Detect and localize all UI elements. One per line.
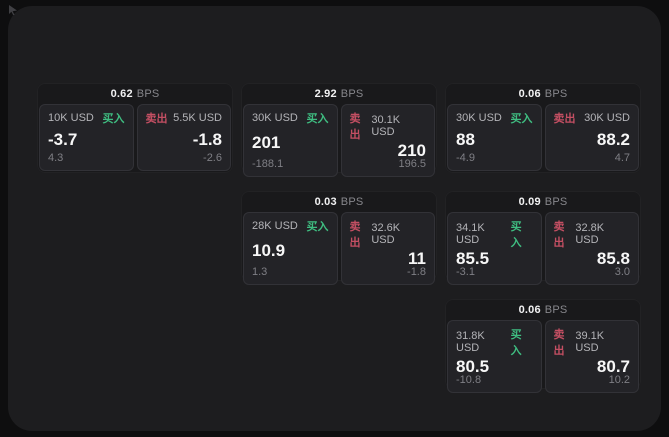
buy-side-panel[interactable]: 30K USD 买入 201 -188.1 (243, 104, 338, 177)
sell-sub-value: 4.7 (614, 152, 630, 164)
buy-label: 买入 (306, 113, 329, 125)
buy-label: 买入 (306, 221, 329, 233)
bps-value: 2.92 (314, 87, 337, 100)
bps-value: 0.62 (110, 87, 133, 100)
bps-header: 0.62 BPS (37, 83, 233, 104)
buy-sub-value: -188.1 (252, 158, 284, 170)
quote-card: 2.92 BPS 30K USD 买入 201 -188.1 卖出 30.1K … (241, 83, 437, 177)
buy-label: 买入 (510, 329, 522, 357)
buy-main-value: 88 (456, 130, 475, 149)
quote-card-body: 30K USD 买入 201 -188.1 卖出 30.1K USD 210 1… (241, 104, 437, 179)
bps-value: 0.06 (518, 87, 541, 100)
sell-side-panel[interactable]: 卖出 39.1K USD 80.7 10.2 (544, 320, 639, 393)
quote-card-body: 10K USD 买入 -3.7 4.3 卖出 5.5K USD -1.8 -2.… (37, 104, 233, 173)
buy-main-value: 85.5 (456, 249, 490, 268)
buy-sub-value: 1.3 (252, 266, 268, 278)
sell-label: 卖出 (553, 221, 565, 249)
sell-sub-value: 196.5 (398, 158, 426, 170)
sell-amount: 5.5K USD (173, 112, 222, 124)
sell-amount: 30K USD (584, 112, 630, 124)
buy-side-panel[interactable]: 28K USD 买入 10.9 1.3 (243, 212, 338, 285)
sell-sub-value: 10.2 (608, 374, 630, 386)
main-panel: 0.62 BPS 10K USD 买入 -3.7 4.3 卖出 5.5K USD… (8, 6, 661, 431)
sell-main-value: 80.7 (596, 357, 630, 376)
sell-side-panel[interactable]: 卖出 30.1K USD 210 196.5 (340, 104, 435, 177)
quote-card-body: 28K USD 买入 10.9 1.3 卖出 32.6K USD 11 -1.8 (241, 212, 437, 287)
buy-main-value: 10.9 (252, 241, 286, 260)
sell-side-panel[interactable]: 卖出 30K USD 88.2 4.7 (544, 104, 639, 171)
sell-main-value: 88.2 (596, 130, 630, 149)
quote-card: 0.06 BPS 30K USD 买入 88 -4.9 卖出 30K USD 8… (445, 83, 641, 173)
bps-header: 2.92 BPS (241, 83, 437, 104)
buy-sub-value: -10.8 (456, 374, 482, 386)
sell-side-panel[interactable]: 卖出 5.5K USD -1.8 -2.6 (136, 104, 231, 171)
sell-amount: 30.1K USD (371, 114, 401, 138)
quote-card: 0.06 BPS 31.8K USD 买入 80.5 -10.8 卖出 39.1… (445, 299, 641, 393)
buy-sub-value: -4.9 (456, 152, 475, 164)
bps-unit-label: BPS (544, 87, 568, 100)
buy-amount: 31.8K USD (456, 330, 485, 354)
quote-card: 0.09 BPS 34.1K USD 买入 85.5 -3.1 卖出 32.8K… (445, 191, 641, 285)
quote-card-body: 31.8K USD 买入 80.5 -10.8 卖出 39.1K USD 80.… (445, 320, 641, 395)
quote-card-body: 34.1K USD 买入 85.5 -3.1 卖出 32.8K USD 85.8… (445, 212, 641, 287)
buy-main-value: 201 (252, 133, 281, 152)
sell-sub-value: -1.8 (407, 266, 426, 278)
buy-label: 买入 (102, 113, 125, 125)
buy-amount: 28K USD (252, 220, 298, 232)
bps-header: 0.09 BPS (445, 191, 641, 212)
buy-label: 买入 (510, 221, 522, 249)
buy-label: 买入 (510, 113, 533, 125)
bps-value: 0.09 (518, 195, 541, 208)
sell-side-panel[interactable]: 卖出 32.6K USD 11 -1.8 (340, 212, 435, 285)
bps-unit-label: BPS (136, 87, 160, 100)
buy-main-value: -3.7 (48, 130, 78, 149)
sell-label: 卖出 (553, 329, 565, 357)
buy-amount: 30K USD (456, 112, 502, 124)
quote-card: 0.62 BPS 10K USD 买入 -3.7 4.3 卖出 5.5K USD… (37, 83, 233, 173)
buy-amount: 34.1K USD (456, 222, 485, 246)
sell-amount: 32.8K USD (575, 222, 605, 246)
buy-main-value: 80.5 (456, 357, 490, 376)
sell-sub-value: -2.6 (203, 152, 222, 164)
sell-label: 卖出 (553, 113, 576, 125)
sell-label: 卖出 (349, 221, 361, 249)
bps-header: 0.06 BPS (445, 83, 641, 104)
bps-header: 0.03 BPS (241, 191, 437, 212)
buy-sub-value: -3.1 (456, 266, 475, 278)
sell-main-value: 210 (397, 141, 426, 160)
buy-side-panel[interactable]: 10K USD 买入 -3.7 4.3 (39, 104, 134, 171)
buy-sub-value: 4.3 (48, 152, 64, 164)
quote-card-body: 30K USD 买入 88 -4.9 卖出 30K USD 88.2 4.7 (445, 104, 641, 173)
bps-unit-label: BPS (340, 87, 364, 100)
bps-value: 0.03 (314, 195, 337, 208)
sell-side-panel[interactable]: 卖出 32.8K USD 85.8 3.0 (544, 212, 639, 285)
quote-grid: 0.62 BPS 10K USD 买入 -3.7 4.3 卖出 5.5K USD… (37, 83, 641, 393)
bps-unit-label: BPS (544, 303, 568, 316)
bps-value: 0.06 (518, 303, 541, 316)
buy-side-panel[interactable]: 31.8K USD 买入 80.5 -10.8 (447, 320, 542, 393)
sell-main-value: -1.8 (192, 130, 222, 149)
bps-unit-label: BPS (544, 195, 568, 208)
quote-card: 0.03 BPS 28K USD 买入 10.9 1.3 卖出 32.6K US… (241, 191, 437, 285)
bps-header: 0.06 BPS (445, 299, 641, 320)
sell-amount: 32.6K USD (371, 222, 401, 246)
sell-label: 卖出 (349, 113, 361, 141)
sell-main-value: 11 (408, 249, 426, 268)
bps-unit-label: BPS (340, 195, 364, 208)
buy-amount: 30K USD (252, 112, 298, 124)
sell-main-value: 85.8 (596, 249, 630, 268)
cursor-icon (9, 5, 17, 15)
buy-side-panel[interactable]: 30K USD 买入 88 -4.9 (447, 104, 542, 171)
sell-amount: 39.1K USD (575, 330, 605, 354)
sell-sub-value: 3.0 (614, 266, 630, 278)
buy-amount: 10K USD (48, 112, 94, 124)
buy-side-panel[interactable]: 34.1K USD 买入 85.5 -3.1 (447, 212, 542, 285)
sell-label: 卖出 (145, 113, 168, 125)
